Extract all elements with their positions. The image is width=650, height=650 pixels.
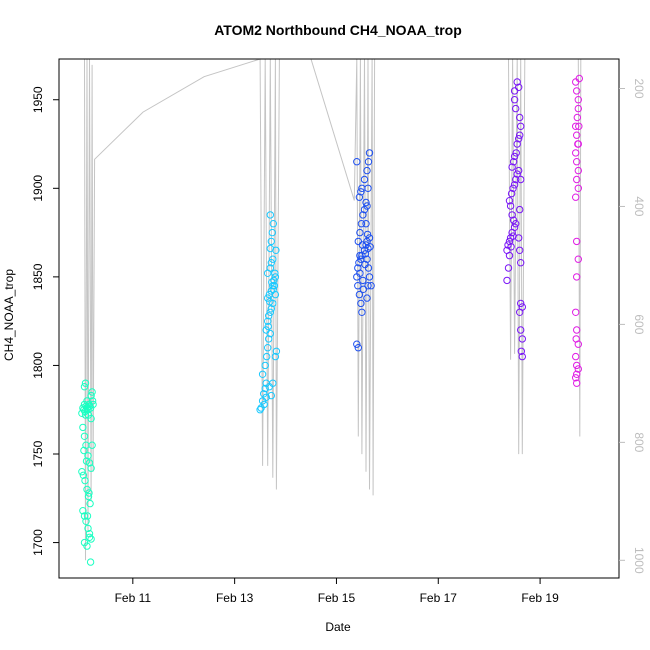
pressure-line <box>85 59 581 560</box>
data-point <box>265 345 271 351</box>
pressure-tick-label: 400 <box>632 196 646 216</box>
data-point <box>574 114 580 120</box>
y-tick-label: 1850 <box>31 263 45 290</box>
pressure-tick-label: 200 <box>632 78 646 98</box>
data-point <box>573 150 579 156</box>
y-axis-label: CH4_NOAA_trop <box>2 269 16 361</box>
chart-title: ATOM2 Northbound CH4_NOAA_trop <box>214 22 462 38</box>
x-tick-label: Feb 13 <box>216 591 254 605</box>
y-tick-label: 1750 <box>31 440 45 467</box>
data-point <box>270 380 276 386</box>
y-tick-label: 1900 <box>31 175 45 202</box>
data-point <box>355 238 361 244</box>
data-point <box>359 309 365 315</box>
data-point <box>89 389 95 395</box>
x-tick-label: Feb 17 <box>420 591 458 605</box>
x-axis-label: Date <box>325 620 351 634</box>
plot-box <box>59 59 619 578</box>
y-tick-label: 1950 <box>31 86 45 113</box>
pressure-tick-label: 600 <box>632 314 646 334</box>
data-point <box>87 559 93 565</box>
data-points <box>79 75 583 565</box>
pressure-tick-label: 1000 <box>632 547 646 574</box>
data-point <box>574 88 580 94</box>
data-point <box>573 353 579 359</box>
x-tick-label: Feb 11 <box>115 591 152 605</box>
y-tick-label: 1800 <box>31 352 45 379</box>
data-point <box>504 277 510 283</box>
data-point <box>573 194 579 200</box>
data-point <box>573 309 579 315</box>
pressure-trace <box>85 59 581 560</box>
data-point <box>81 433 87 439</box>
data-point <box>513 105 519 111</box>
axes: 1700 1750 1800 1850 1900 1950 Feb 11 Feb 13 Feb … <box>31 59 646 605</box>
pressure-tick-label: 800 <box>632 432 646 452</box>
data-point <box>267 212 273 218</box>
data-point <box>576 75 582 81</box>
y-tick-label: 1700 <box>31 529 45 556</box>
data-point <box>89 442 95 448</box>
chart-canvas: ATOM2 Northbound CH4_NOAA_trop Date CH4_… <box>0 0 650 650</box>
chart-root: ATOM2 Northbound CH4_NOAA_trop Date CH4_… <box>0 0 650 650</box>
x-tick-label: Feb 15 <box>318 591 356 605</box>
data-point <box>573 336 579 342</box>
data-point <box>259 371 265 377</box>
x-tick-label: Feb 19 <box>521 591 559 605</box>
